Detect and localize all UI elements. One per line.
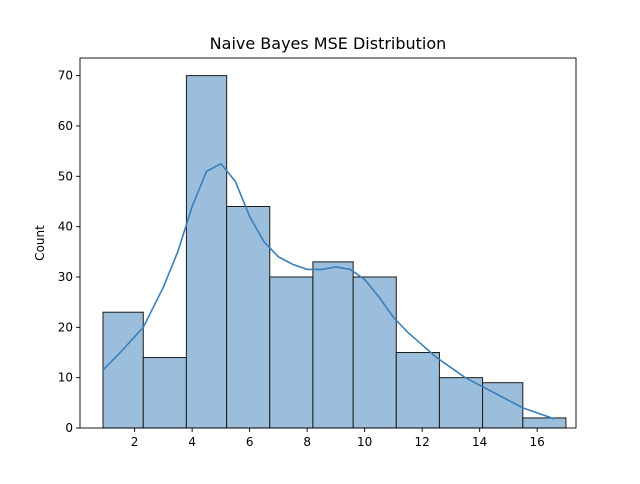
histogram-bar-4	[269, 276, 314, 429]
chart-title: Naive Bayes MSE Distribution	[210, 34, 447, 53]
histogram-bar-6	[352, 276, 397, 429]
kde-curve	[102, 162, 555, 420]
histogram-bar-3	[226, 206, 271, 429]
x-tick-label: 6	[246, 435, 254, 449]
histogram-bar-0	[102, 311, 144, 429]
histogram-bar-2	[185, 75, 228, 429]
x-tick-label: 4	[188, 435, 196, 449]
x-axis-ticks: 2 4 6 8 10 12 14 16	[131, 428, 545, 449]
x-tick-label: 2	[131, 435, 139, 449]
histogram-bar-1	[142, 357, 187, 429]
y-tick-label: 70	[58, 69, 73, 83]
y-tick-label: 40	[58, 220, 73, 234]
y-tick-label: 0	[65, 421, 73, 435]
y-axis-ticks: 0 10 20 30 40 50 60 70	[58, 69, 80, 435]
y-tick-label: 50	[58, 169, 73, 183]
histogram-bar-8	[438, 377, 484, 429]
y-tick-label: 30	[58, 270, 73, 284]
histogram-bar-7	[395, 351, 440, 429]
x-tick-label: 14	[472, 435, 487, 449]
histogram-bars	[102, 75, 567, 429]
x-tick-label: 12	[415, 435, 430, 449]
x-tick-label: 16	[530, 435, 545, 449]
y-tick-label: 60	[58, 119, 73, 133]
histogram-bar-10	[522, 417, 567, 429]
plot-frame	[79, 57, 577, 429]
histogram-bar-5	[312, 261, 354, 429]
kde-curve-group	[102, 162, 555, 420]
y-axis-label: Count	[33, 225, 47, 261]
y-tick-label: 20	[58, 320, 73, 334]
y-tick-label: 10	[58, 371, 73, 385]
x-tick-label: 8	[303, 435, 311, 449]
x-tick-label: 10	[357, 435, 372, 449]
